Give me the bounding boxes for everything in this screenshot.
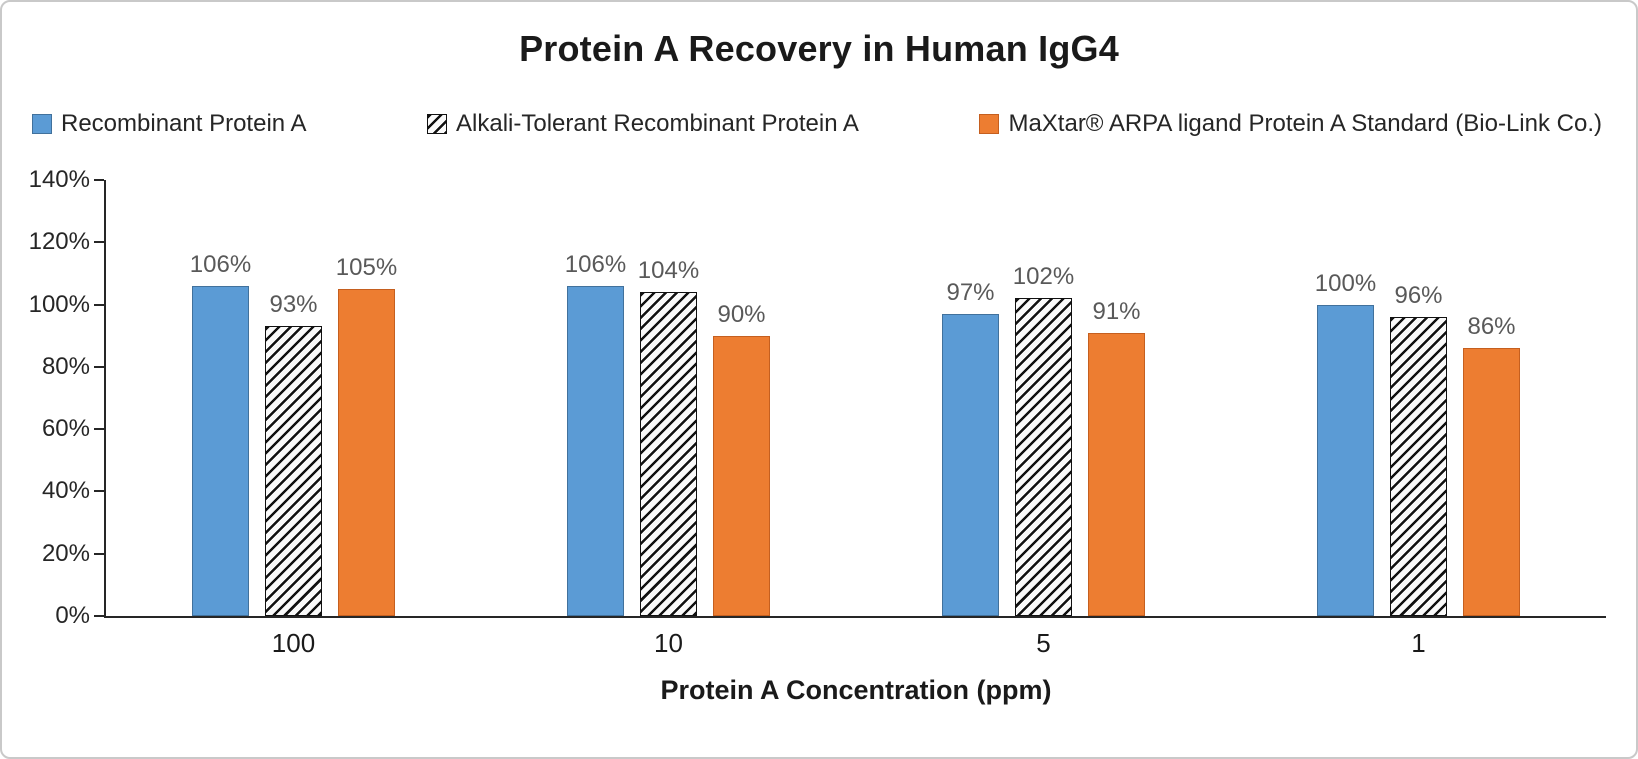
bar-group-100: 106% 93% 105% [190,180,397,616]
bar-col-1-s0: 100% [1315,180,1376,616]
y-axis-labels: 0% 20% 40% 60% 80% 100% 120% 140% [20,166,104,629]
y-tick-label: 0% [55,602,90,629]
y-tick-label: 100% [28,290,90,318]
legend-label: Recombinant Protein A [61,110,307,137]
bar-col-5-s0: 97% [942,180,999,616]
bar-col-100-s2: 105% [336,180,397,616]
x-axis-category-labels: 100 10 5 1 [106,628,1606,659]
legend-item-2: MaXtar® ARPA ligand Protein A Standard (… [979,110,1602,138]
bar-10-s2: 90% [713,301,770,616]
bar-1-s1: 96% [1390,282,1447,616]
bar-col-1-s1: 96% [1390,180,1447,616]
value-label: 106% [189,250,252,278]
bar-col-5-s2: 91% [1088,180,1145,616]
bar-10-s1: 104% [638,257,699,616]
bar-col-100-s0: 106% [190,180,251,616]
y-tick-mark [94,241,104,244]
legend-swatch-icon [427,114,448,134]
legend-item-0: Recombinant Protein A [32,110,306,138]
bar-col-10-s0: 106% [565,180,626,616]
bar-100-s0: 106% [190,251,251,616]
y-tick-label: 140% [28,166,90,193]
value-label: 86% [1467,313,1516,341]
value-label: 90% [717,300,766,328]
value-label: 102% [1012,263,1075,291]
bar-5-s0: 97% [942,279,999,616]
bar-groups: 106% 93% 105% 106% 104% 90% 97% 102% 91% 100% 96% 8… [106,180,1606,616]
value-label: 100% [1314,269,1377,297]
category-label: 100 [271,628,316,658]
category-label: 10 [654,628,683,658]
y-tick-mark [94,615,104,617]
bar-100-s2: 105% [336,254,397,616]
value-label: 97% [946,278,995,306]
value-label: 91% [1092,297,1141,325]
bar-group-10: 106% 104% 90% [565,180,770,616]
plot-area: 106% 93% 105% 106% 104% 90% 97% 102% 91% 100% 96% 8… [94,179,1606,618]
legend-label: Alkali-Tolerant Recombinant Protein A [456,110,859,137]
legend-swatch-icon [979,114,1000,134]
bar-10-s0: 106% [565,251,626,616]
bar-5-s1: 102% [1013,263,1074,616]
bar-100-s1: 93% [265,291,322,616]
y-tick-label: 40% [41,477,90,505]
bar-col-10-s1: 104% [638,180,699,616]
y-tick-label: 80% [41,352,90,380]
bar-1-s0: 100% [1315,270,1376,616]
value-label: 96% [1394,282,1443,310]
bar-col-1-s2: 86% [1463,180,1520,616]
x-axis-title: Protein A Concentration (ppm) [660,675,1052,705]
chart-area: 0% 20% 40% 60% 80% 100% 120% 140% 106% 93% 105% 10… [20,166,1606,629]
bar-col-10-s2: 90% [713,180,770,616]
y-tick-label: 20% [41,539,90,567]
category-label: 1 [1411,628,1426,658]
legend-label: MaXtar® ARPA ligand Protein A Standard (… [1008,110,1602,137]
value-label: 106% [564,250,627,278]
y-tick-mark [94,303,104,306]
y-tick-mark [94,552,104,555]
value-label: 104% [637,257,700,285]
bar-col-100-s1: 93% [265,180,322,616]
value-label: 105% [335,254,398,281]
category-label: 5 [1036,628,1051,658]
bar-group-5: 97% 102% 91% [942,180,1145,616]
legend-swatch-icon [32,114,52,134]
y-tick-mark [94,179,104,181]
bar-col-5-s1: 102% [1013,180,1074,616]
bar-1-s2: 86% [1463,313,1520,616]
y-tick-mark [94,365,104,368]
y-tick-mark [94,490,104,493]
value-label: 93% [269,291,318,319]
y-tick-label: 60% [41,415,90,443]
chart-title: Protein A Recovery in Human IgG4 [519,28,1119,69]
legend: Recombinant Protein A Alkali-Tolerant Rec… [32,110,1602,138]
y-tick-mark [94,428,104,431]
legend-item-1: Alkali-Tolerant Recombinant Protein A [427,110,859,138]
bar-5-s2: 91% [1088,298,1145,616]
bar-group-1: 100% 96% 86% [1315,180,1520,616]
y-tick-label: 120% [28,228,90,256]
